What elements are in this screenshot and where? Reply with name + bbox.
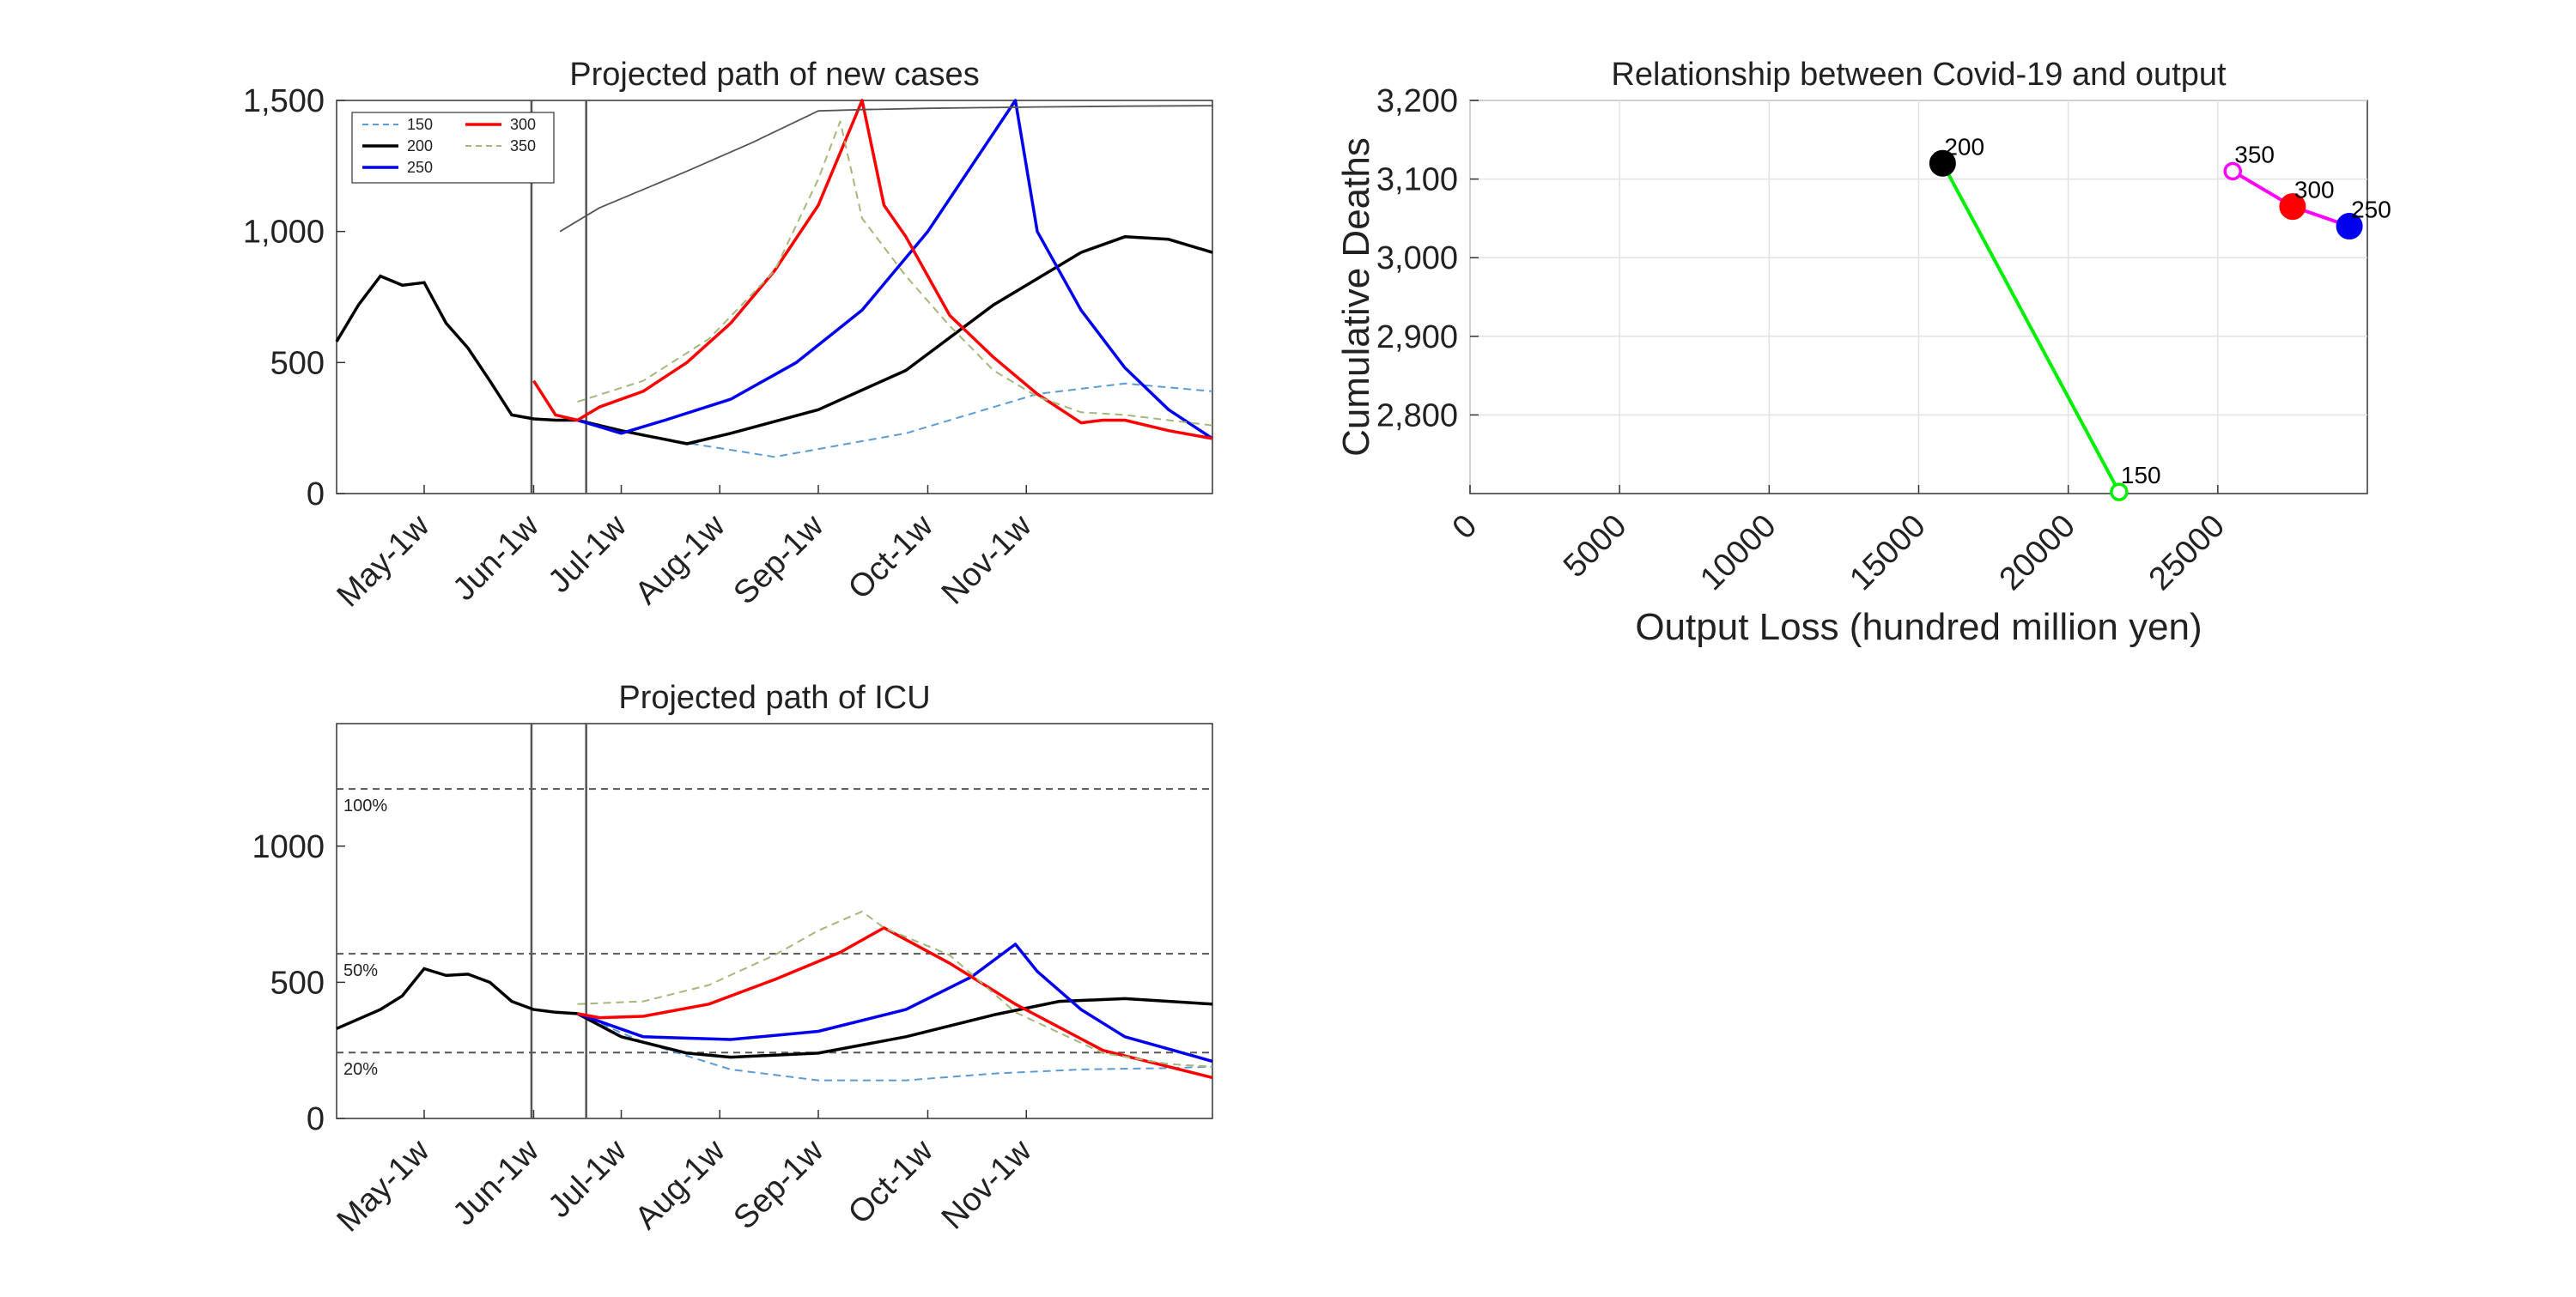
- y-tick-label: 1,000: [243, 215, 325, 251]
- icu-chart: Projected path of ICU 0 500 1000 May-1w Jun-1…: [252, 680, 1213, 1239]
- y-tick-label: 1,500: [243, 83, 325, 119]
- x-tick-label: Aug-1w: [629, 1132, 732, 1236]
- point-label: 300: [2294, 177, 2335, 203]
- x-tick-label: Sep-1w: [727, 1132, 831, 1236]
- point-label: 150: [2121, 462, 2161, 488]
- point-marker-300: [2279, 193, 2306, 221]
- history-line: [335, 274, 578, 422]
- x-tick-label: 15000: [1843, 508, 1932, 597]
- series-line-350: [577, 910, 1213, 1068]
- legend-label: 200: [407, 137, 433, 155]
- x-tick-label: 5000: [1557, 508, 1633, 585]
- new-cases-chart: Projected path of new cases 0 500 1,000 1,50…: [243, 57, 1213, 614]
- x-tick-label: 0: [1446, 508, 1485, 547]
- reference-line-label: 50%: [343, 961, 378, 980]
- legend-label: 350: [510, 137, 536, 155]
- connector-line: [1941, 162, 2121, 494]
- history-line: [336, 967, 578, 1030]
- series-line-300: [532, 99, 1213, 440]
- x-tick-label: Sep-1w: [727, 507, 831, 611]
- y-axis-label: Cumulative Deaths: [1335, 137, 1377, 457]
- x-axis-label: Output Loss (hundred million yen): [1635, 606, 2202, 648]
- x-tick-label: Oct-1w: [841, 507, 940, 606]
- y-tick-label: 3,000: [1376, 240, 1458, 276]
- y-tick-label: 2,900: [1376, 319, 1458, 355]
- x-tick-label: Aug-1w: [629, 507, 732, 611]
- covid-output-scatter: Relationship between Covid-19 and output…: [1335, 57, 2391, 648]
- point-marker-150: [2110, 482, 2129, 501]
- y-tick-label: 3,100: [1376, 162, 1458, 198]
- point-label: 200: [1944, 133, 1984, 160]
- x-tick-label: May-1w: [331, 507, 437, 614]
- series-line-200: [576, 997, 1213, 1059]
- point-label: 250: [2351, 197, 2391, 223]
- point-marker-200: [1929, 149, 1956, 177]
- y-tick-label: 3,200: [1376, 83, 1458, 119]
- series-line-250: [576, 99, 1213, 440]
- x-tick-label: Nov-1w: [935, 1132, 1039, 1236]
- x-tick-label: Jul-1w: [542, 1132, 635, 1225]
- x-tick-label: May-1w: [331, 1132, 437, 1239]
- y-tick-label: 500: [270, 965, 325, 1001]
- chart-title: Relationship between Covid-19 and output: [1611, 57, 2227, 93]
- x-tick-label: 10000: [1693, 508, 1783, 597]
- y-tick-label: 2,800: [1376, 397, 1458, 433]
- x-tick-label: Jul-1w: [542, 507, 635, 600]
- x-tick-label: 25000: [2142, 508, 2232, 597]
- y-tick-label: 0: [307, 476, 325, 512]
- legend-label: 250: [407, 159, 433, 176]
- x-tick-label: 20000: [1993, 508, 2082, 597]
- y-tick-label: 1000: [252, 829, 325, 865]
- y-tick-label: 0: [307, 1101, 325, 1137]
- x-tick-label: Jun-1w: [447, 1132, 547, 1233]
- point-marker-250: [2336, 213, 2363, 240]
- point-marker-350: [2223, 161, 2242, 181]
- series-line-300: [577, 926, 1213, 1080]
- reference-line-label: 100%: [343, 797, 387, 815]
- x-tick-label: Oct-1w: [841, 1132, 940, 1231]
- chart-title: Projected path of new cases: [569, 57, 979, 93]
- x-tick-label: Jun-1w: [447, 507, 547, 608]
- legend-label: 300: [510, 116, 536, 133]
- plot-frame: [336, 723, 1213, 1119]
- x-tick-label: Nov-1w: [935, 507, 1039, 611]
- y-tick-label: 500: [270, 345, 325, 381]
- legend-label: 150: [407, 116, 433, 133]
- point-label: 350: [2234, 141, 2275, 167]
- series-line-150: [577, 1012, 1213, 1082]
- reference-line-label: 20%: [343, 1060, 378, 1079]
- series-line-200: [577, 235, 1213, 445]
- series-line-reference: [559, 105, 1213, 233]
- chart-title: Projected path of ICU: [618, 680, 930, 716]
